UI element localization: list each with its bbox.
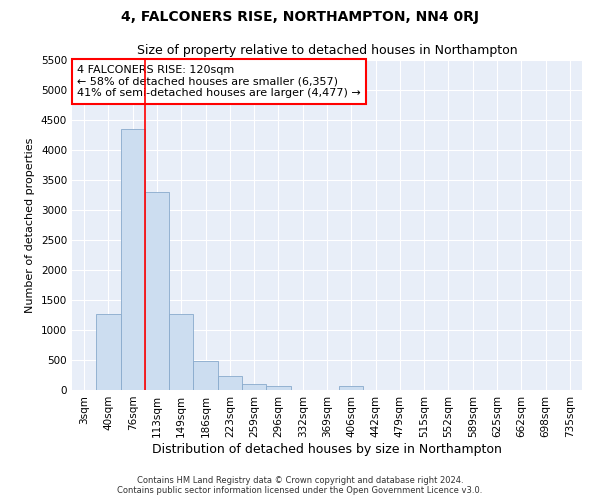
Title: Size of property relative to detached houses in Northampton: Size of property relative to detached ho…	[137, 44, 517, 58]
Text: 4 FALCONERS RISE: 120sqm
← 58% of detached houses are smaller (6,357)
41% of sem: 4 FALCONERS RISE: 120sqm ← 58% of detach…	[77, 65, 361, 98]
Bar	[145, 192, 169, 390]
Text: Contains HM Land Registry data © Crown copyright and database right 2024.
Contai: Contains HM Land Registry data © Crown c…	[118, 476, 482, 495]
Bar	[96, 314, 121, 390]
Y-axis label: Number of detached properties: Number of detached properties	[25, 138, 35, 312]
Bar	[193, 361, 218, 390]
Bar	[266, 386, 290, 390]
Bar	[218, 376, 242, 390]
Bar	[169, 314, 193, 390]
Bar	[339, 386, 364, 390]
Bar	[242, 384, 266, 390]
X-axis label: Distribution of detached houses by size in Northampton: Distribution of detached houses by size …	[152, 442, 502, 456]
Bar	[121, 129, 145, 390]
Text: 4, FALCONERS RISE, NORTHAMPTON, NN4 0RJ: 4, FALCONERS RISE, NORTHAMPTON, NN4 0RJ	[121, 10, 479, 24]
